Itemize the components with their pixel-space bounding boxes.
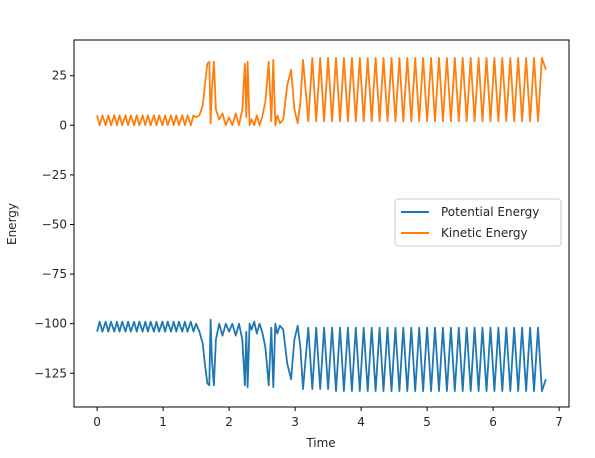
- y-tick-label: 0: [59, 118, 67, 132]
- y-axis: 25 0 −25 −50 −75 −100 −125: [34, 69, 74, 380]
- x-tick-label: 1: [159, 415, 167, 429]
- legend: Potential Energy Kinetic Energy: [394, 198, 562, 247]
- y-tick-label: −25: [42, 168, 67, 182]
- legend-label-potential-energy: Potential Energy: [441, 205, 539, 219]
- y-tick-label: −125: [34, 366, 67, 380]
- legend-box: [394, 198, 562, 247]
- y-axis-title: Energy: [5, 203, 19, 245]
- x-tick-label: 3: [291, 415, 299, 429]
- series-layer: [96, 57, 547, 393]
- x-axis: 0 1 2 3 4 5 6 7: [93, 407, 563, 429]
- x-tick-label: 0: [93, 415, 101, 429]
- x-tick-label: 5: [423, 415, 431, 429]
- x-tick-label: 6: [489, 415, 497, 429]
- legend-label-kinetic-energy: Kinetic Energy: [441, 226, 528, 240]
- series-line-potential-energy: [96, 318, 547, 393]
- x-axis-title: Time: [305, 436, 335, 450]
- y-tick-label: −50: [42, 217, 67, 231]
- y-tick-label: −100: [34, 317, 67, 331]
- x-tick-label: 4: [357, 415, 365, 429]
- plot-frame: [73, 39, 570, 408]
- x-tick-label: 7: [555, 415, 563, 429]
- x-tick-label: 2: [225, 415, 233, 429]
- y-tick-label: 25: [52, 69, 67, 83]
- series-line-kinetic-energy: [96, 57, 547, 127]
- y-tick-label: −75: [42, 267, 67, 281]
